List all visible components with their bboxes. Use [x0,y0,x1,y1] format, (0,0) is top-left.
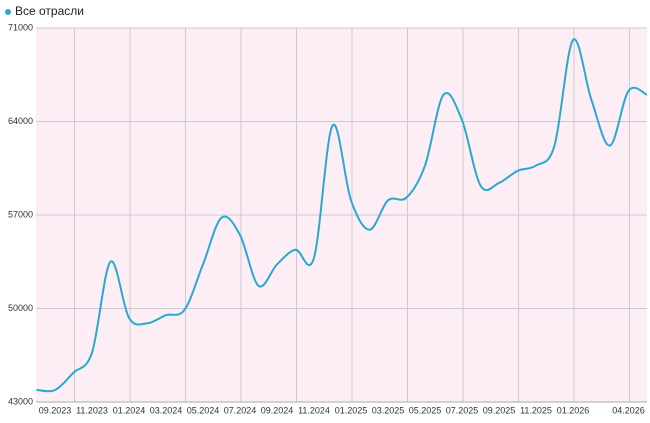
line [36,38,648,393]
y-tick-label: 57000 [8,209,33,219]
x-tick-label: 01.2025 [335,405,368,415]
x-tick-label: 01.2024 [113,405,146,415]
y-tick-label: 50000 [8,303,33,313]
x-tick-label: 03.2024 [150,405,183,415]
x-tick-label: 03.2025 [372,405,405,415]
x-tick-label: 09.2025 [483,405,516,415]
legend-marker [5,9,11,15]
y-tick-label: 43000 [8,396,33,406]
x-tick-label: 11.2024 [298,405,330,415]
x-tick-label: 05.2024 [187,405,220,415]
x-tick-label: 05.2025 [409,405,442,415]
x-tick-label: 11.2023 [76,405,108,415]
x-tick-label: 01.2026 [557,405,590,415]
x-tick-label: 09.2023 [39,405,72,415]
x-tick-label: 07.2025 [446,405,479,415]
legend-label: Все отрасли [15,4,84,18]
x-tick-label: 07.2024 [224,405,257,415]
x-tick-label: 04.2026 [612,405,645,415]
y-tick-label: 71000 [8,22,33,32]
x-tick-label: 09.2024 [261,405,294,415]
x-tick-label: 11.2025 [520,405,552,415]
y-tick-label: 64000 [8,116,33,126]
